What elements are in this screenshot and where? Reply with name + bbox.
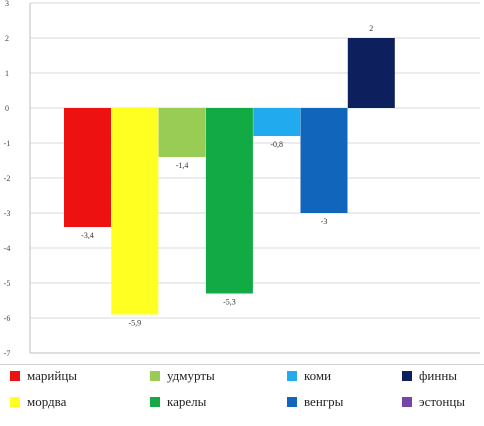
legend-swatch [10, 371, 20, 381]
data-label: 2 [369, 24, 373, 33]
legend-swatch [287, 397, 297, 407]
legend-item: марийцы [10, 368, 77, 384]
bar-4 [253, 108, 301, 136]
legend-label: мордва [27, 394, 67, 409]
y-tick-label: 2 [5, 34, 9, 43]
legend-swatch [287, 371, 297, 381]
data-label: -3,4 [81, 231, 94, 240]
legend: марийцы мордва удмурты карелы коми венгры финн… [0, 364, 484, 426]
bar-5 [300, 108, 348, 213]
bar-1 [111, 108, 159, 315]
legend-swatch [150, 397, 160, 407]
y-tick-label: -5 [4, 279, 11, 288]
bar-6 [347, 38, 395, 108]
y-tick-label: 0 [5, 104, 9, 113]
y-tick-label: 3 [5, 0, 9, 8]
legend-label: эстонцы [419, 394, 466, 409]
legend-item: мордва [10, 394, 66, 410]
legend-label: венгры [304, 394, 344, 409]
data-label: -5,9 [128, 319, 141, 328]
legend-label: удмурты [167, 368, 215, 383]
y-tick-label: -1 [4, 139, 11, 148]
data-label: -3 [321, 217, 328, 226]
bar-3 [205, 108, 253, 294]
y-tick-label: -2 [4, 174, 11, 183]
legend-swatch [402, 397, 412, 407]
y-tick-label: -7 [4, 349, 11, 358]
y-tick-label: -6 [4, 314, 11, 323]
legend-label: марийцы [27, 368, 78, 383]
data-label: -1,4 [176, 161, 189, 170]
legend-swatch [150, 371, 160, 381]
y-tick-label: -4 [4, 244, 11, 253]
legend-label: коми [304, 368, 332, 383]
legend-item: эстонцы [402, 394, 465, 410]
legend-item: удмурты [150, 368, 215, 384]
bar-0 [64, 108, 111, 227]
legend-label: карелы [167, 394, 207, 409]
legend-item: карелы [150, 394, 206, 410]
data-label: -0,8 [270, 140, 283, 149]
legend-swatch [10, 397, 20, 407]
legend-swatch [402, 371, 412, 381]
legend-item: коми [287, 368, 331, 384]
y-tick-label: 1 [5, 69, 9, 78]
y-tick-label: -3 [4, 209, 11, 218]
legend-label: финны [419, 368, 458, 383]
data-label: -5,3 [223, 298, 236, 307]
legend-item: венгры [287, 394, 343, 410]
bar-2 [158, 108, 206, 157]
legend-item: финны [402, 368, 457, 384]
bar-chart: 3 2 1 0 -1 -2 -3 -4 -5 -6 -7 -3,4 -5,9 -1,4 -5,3 -0,8 -3… [4, 0, 480, 358]
